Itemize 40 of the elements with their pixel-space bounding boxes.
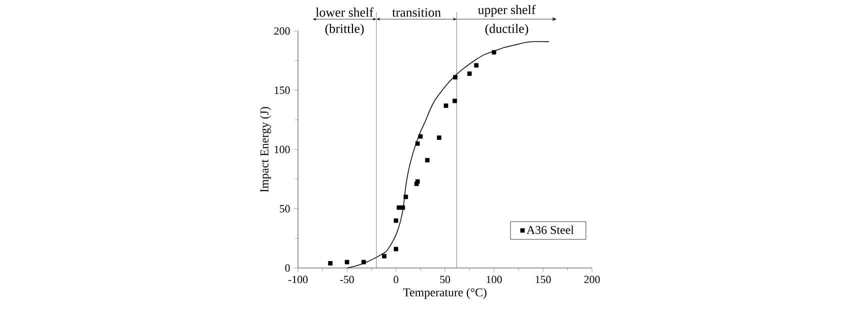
x-tick-label: 100 [486, 276, 502, 284]
legend-label: A36 Steel [526, 226, 574, 234]
point [415, 179, 420, 184]
point [328, 261, 333, 266]
x-tick-label: 200 [584, 276, 600, 284]
x-tick-label: 0 [394, 276, 398, 284]
y-tick-label: 150 [274, 86, 290, 94]
point [344, 260, 350, 264]
point [396, 205, 402, 210]
y-axis-title: Impact Energy (J) [260, 106, 271, 192]
point [436, 135, 442, 140]
x-tick-label: 50 [440, 276, 450, 284]
point [400, 205, 406, 210]
point [425, 158, 430, 162]
point [474, 63, 479, 68]
text: lower shelf [316, 8, 374, 17]
y-tick-label: 50 [280, 205, 290, 212]
point [404, 194, 408, 200]
point [382, 254, 386, 258]
point [418, 134, 423, 139]
x-tick-label: -100 [288, 276, 308, 284]
point [444, 103, 448, 108]
text: transition [392, 8, 441, 17]
x-axis-title: Temperature (°C) [403, 288, 486, 299]
point [361, 260, 366, 264]
x-tick-label: -50 [340, 276, 354, 284]
annotation: (brittle) [325, 24, 364, 36]
y-tick-label: 0 [285, 264, 290, 272]
point [492, 50, 496, 55]
annotation: (ductile) [485, 24, 528, 36]
text: upper shelf [478, 4, 536, 17]
point [467, 71, 472, 76]
point [452, 98, 457, 104]
y-tick-label: 100 [274, 146, 290, 154]
point [453, 75, 458, 80]
point [415, 141, 420, 146]
point [394, 218, 398, 223]
x-tick-label: 150 [536, 276, 551, 284]
point [394, 246, 398, 252]
y-tick-label: 200 [274, 27, 290, 35]
